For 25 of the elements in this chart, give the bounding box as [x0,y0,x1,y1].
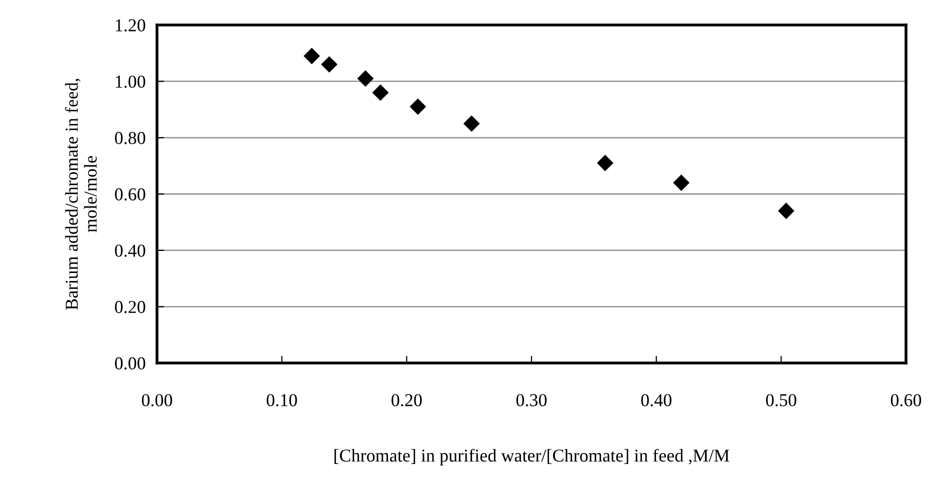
y-tick-label: 0.60 [114,188,146,201]
x-tick-label: 0.50 [766,394,796,406]
point [304,48,320,64]
x-tick-label: 0.20 [392,394,422,406]
point [463,115,480,132]
x-axis-title: [Chromate] in purified water/[Chromate] in feed ,M/M [334,448,730,466]
point [596,154,614,172]
point [778,202,794,220]
y-tick-label: 1.00 [116,76,146,88]
point [410,98,426,115]
x-tick-label: 0.10 [266,394,297,406]
x-tick-label: 0.40 [641,394,672,406]
y-tick-label: 1.20 [116,19,146,32]
x-tick-label: 0.30 [516,394,547,406]
y-tick-label: 0.40 [114,244,146,257]
point [357,70,374,87]
x-tick-label: 0.00 [142,394,172,406]
y-axis-title: Barium added/chromate in feed, mole/mole [64,78,97,310]
point [321,56,338,73]
y-tick-label: 0.20 [114,300,146,314]
point [372,84,389,101]
y-tick-label: 0.80 [114,132,146,144]
x-tick-label: 0.60 [890,394,922,406]
point [673,174,690,191]
y-tick-label: 0.00 [114,357,146,370]
